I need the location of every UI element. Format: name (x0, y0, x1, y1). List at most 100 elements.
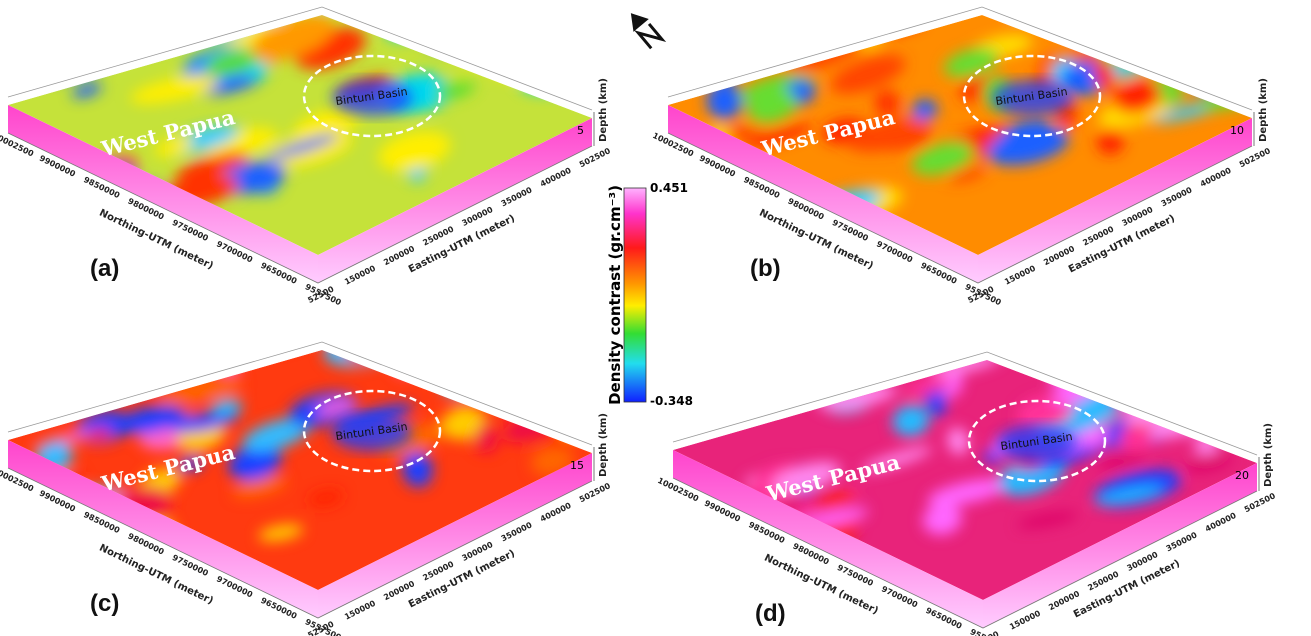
density-blob (515, 41, 611, 101)
density-blob (215, 1, 256, 39)
density-blob (691, 2, 767, 48)
density-blob (424, 0, 494, 11)
density-blob (1217, 5, 1281, 48)
density-blob (701, 334, 781, 365)
density-blob (1118, 242, 1212, 294)
density-blob (1135, 364, 1224, 405)
density-blob (35, 42, 99, 83)
depth-value: 20 (1235, 469, 1249, 482)
density-blob (123, 299, 152, 326)
density-blob (209, 298, 274, 341)
density-blob (520, 0, 571, 12)
density-blob (215, 349, 243, 378)
density-blob (314, 0, 402, 14)
density-blob (491, 355, 563, 400)
density-blob (1138, 299, 1221, 350)
density-blob (1188, 372, 1257, 425)
density-blob (730, 385, 778, 412)
density-blob (563, 236, 600, 268)
colorbar-title: Density contrast (gr.cm⁻³) (606, 185, 624, 405)
figure: 0.451 -0.348 Density contrast (gr.cm⁻³) … (0, 0, 1311, 636)
density-blob (201, 303, 278, 358)
density-blob (44, 362, 113, 407)
density-blob (557, 414, 593, 439)
density-blob (92, 0, 158, 18)
density-blob (239, 0, 309, 4)
density-blob (772, 23, 827, 57)
density-blob (1172, 12, 1196, 36)
density-blob (549, 0, 616, 41)
density-blob (1141, 297, 1174, 330)
density-blob (32, 24, 61, 45)
density-blob (48, 213, 91, 239)
density-blob (467, 31, 541, 60)
panel: Bintuni BasinWest Papua10002500990000098… (641, 0, 1281, 307)
colorbar-max: 0.451 (650, 181, 688, 195)
density-blob (1050, 333, 1138, 379)
depth-axis-title: Depth (km) (1258, 78, 1269, 142)
density-blob (1077, 0, 1148, 20)
density-blob (512, 277, 550, 313)
density-blob (519, 0, 570, 11)
density-blob (697, 3, 753, 49)
density-blob (458, 23, 521, 73)
density-blob (1008, 0, 1095, 19)
density-blob (1205, 31, 1231, 60)
panel-label: (b) (750, 255, 781, 282)
density-blob (1098, 256, 1134, 296)
density-blob (451, 363, 534, 393)
density-blob (176, 358, 221, 383)
density-blob (393, 352, 431, 378)
density-blob (441, 284, 527, 322)
density-blob (783, 324, 864, 365)
density-blob (503, 344, 582, 376)
density-blob (1121, 356, 1163, 395)
density-blob (1207, 296, 1260, 318)
density-blob (159, 297, 202, 324)
density-blob (1197, 321, 1286, 372)
density-blob (448, 316, 541, 367)
density-blob (91, 0, 136, 23)
depth-value: 10 (1230, 124, 1244, 137)
depth-axis-title: Depth (km) (1263, 423, 1274, 487)
density-blob (652, 44, 720, 84)
density-blob (741, 349, 816, 405)
density-blob (844, 335, 903, 381)
panel-label: (a) (90, 255, 119, 282)
north-arrow (623, 7, 664, 50)
density-blob (225, 315, 258, 344)
density-blob (934, 321, 980, 354)
density-blob (494, 386, 544, 418)
density-blob (501, 28, 569, 66)
density-blob (535, 55, 604, 93)
density-blob (887, 0, 966, 1)
density-blob (889, 302, 958, 351)
density-blob (1104, 24, 1169, 61)
density-blob (1214, 301, 1274, 327)
depth-axis-title: Depth (km) (598, 413, 609, 477)
density-blob (731, 10, 781, 32)
density-blob (712, 3, 741, 35)
density-blob (1160, 302, 1196, 333)
density-blob (834, 337, 864, 373)
density-blob (1138, 0, 1208, 34)
density-blob (730, 21, 782, 62)
density-blob (1091, 287, 1183, 346)
density-blob (67, 28, 120, 56)
density-blob (1123, 351, 1210, 398)
density-blob (458, 0, 540, 2)
density-blob (513, 384, 565, 415)
density-blob (1196, 31, 1268, 79)
density-blob (1169, 301, 1200, 323)
density-blob (1083, 0, 1152, 9)
density-blob (559, 270, 603, 311)
density-blob (1180, 341, 1253, 381)
density-blob (1151, 0, 1202, 40)
depth-value: 15 (570, 459, 584, 472)
panel: Bintuni BasinWest Papua10002500990000098… (0, 0, 616, 307)
density-blob (426, 27, 463, 51)
density-blob (315, 0, 371, 10)
density-blob (97, 0, 155, 5)
density-blob (530, 42, 570, 76)
density-blob (135, 0, 204, 41)
